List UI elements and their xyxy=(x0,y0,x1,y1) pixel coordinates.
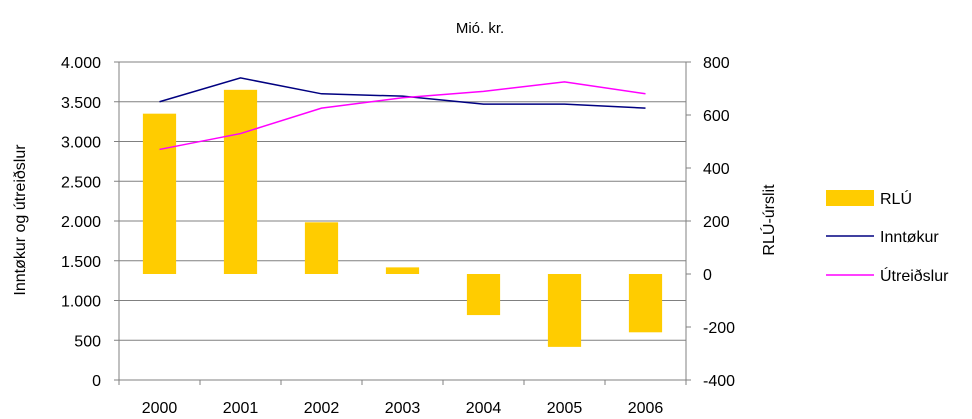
legend-swatch-rlu xyxy=(826,190,874,206)
left-tick-label: 4.000 xyxy=(61,55,101,72)
x-tick-label: 2002 xyxy=(304,400,340,417)
x-tick-label: 2001 xyxy=(223,400,259,417)
axes: 0 500 1.000 1.500 2.000 2.500 3.000 3.500 4.000 -… xyxy=(61,55,735,417)
bar-rlu-2004 xyxy=(466,274,501,316)
gridlines xyxy=(119,61,686,341)
bar-rlu-2001 xyxy=(223,89,258,274)
legend-label-rlu: RLÚ xyxy=(880,189,912,208)
bar-series-rlu xyxy=(142,89,663,347)
bar-rlu-2002 xyxy=(304,222,339,274)
right-tick-label: 0 xyxy=(703,267,712,284)
left-axis-label: Inntøkur og útreiðslur xyxy=(12,144,29,296)
x-tick-label: 2003 xyxy=(385,400,421,417)
right-tick-label: -400 xyxy=(703,373,735,390)
left-tick-label: 1.500 xyxy=(61,254,101,271)
line-series xyxy=(159,77,646,151)
x-tick-label: 2004 xyxy=(466,400,502,417)
left-tick-label: 3.500 xyxy=(61,95,101,112)
left-tick-label: 500 xyxy=(74,333,101,350)
line-utreidslur xyxy=(159,81,646,151)
left-tick-label: 2.500 xyxy=(61,174,101,191)
right-axis-label: RLÚ-úrslit xyxy=(759,184,778,256)
line-inntokur xyxy=(159,77,646,109)
x-tick-label: 2000 xyxy=(142,400,178,417)
right-tick-label: 400 xyxy=(703,161,730,178)
legend: RLÚ Inntøkur Útreiðslur xyxy=(826,189,949,285)
left-tick-label: 0 xyxy=(92,373,101,390)
x-tick-label: 2005 xyxy=(547,400,583,417)
legend-label-inntokur: Inntøkur xyxy=(880,229,939,246)
bar-rlu-2006 xyxy=(628,274,663,333)
right-tick-label: 600 xyxy=(703,108,730,125)
right-tick-label: 200 xyxy=(703,214,730,231)
right-tick-label: -200 xyxy=(703,320,735,337)
bar-rlu-2003 xyxy=(385,267,420,274)
right-tick-label: 800 xyxy=(703,55,730,72)
chart-title: Mió. kr. xyxy=(456,20,504,37)
x-tick-label: 2006 xyxy=(628,400,664,417)
left-tick-label: 2.000 xyxy=(61,214,101,231)
legend-label-utreidslur: Útreiðslur xyxy=(880,266,949,285)
left-tick-label: 1.000 xyxy=(61,294,101,311)
left-tick-label: 3.000 xyxy=(61,135,101,152)
bar-rlu-2000 xyxy=(142,113,177,274)
bar-rlu-2005 xyxy=(547,274,582,347)
